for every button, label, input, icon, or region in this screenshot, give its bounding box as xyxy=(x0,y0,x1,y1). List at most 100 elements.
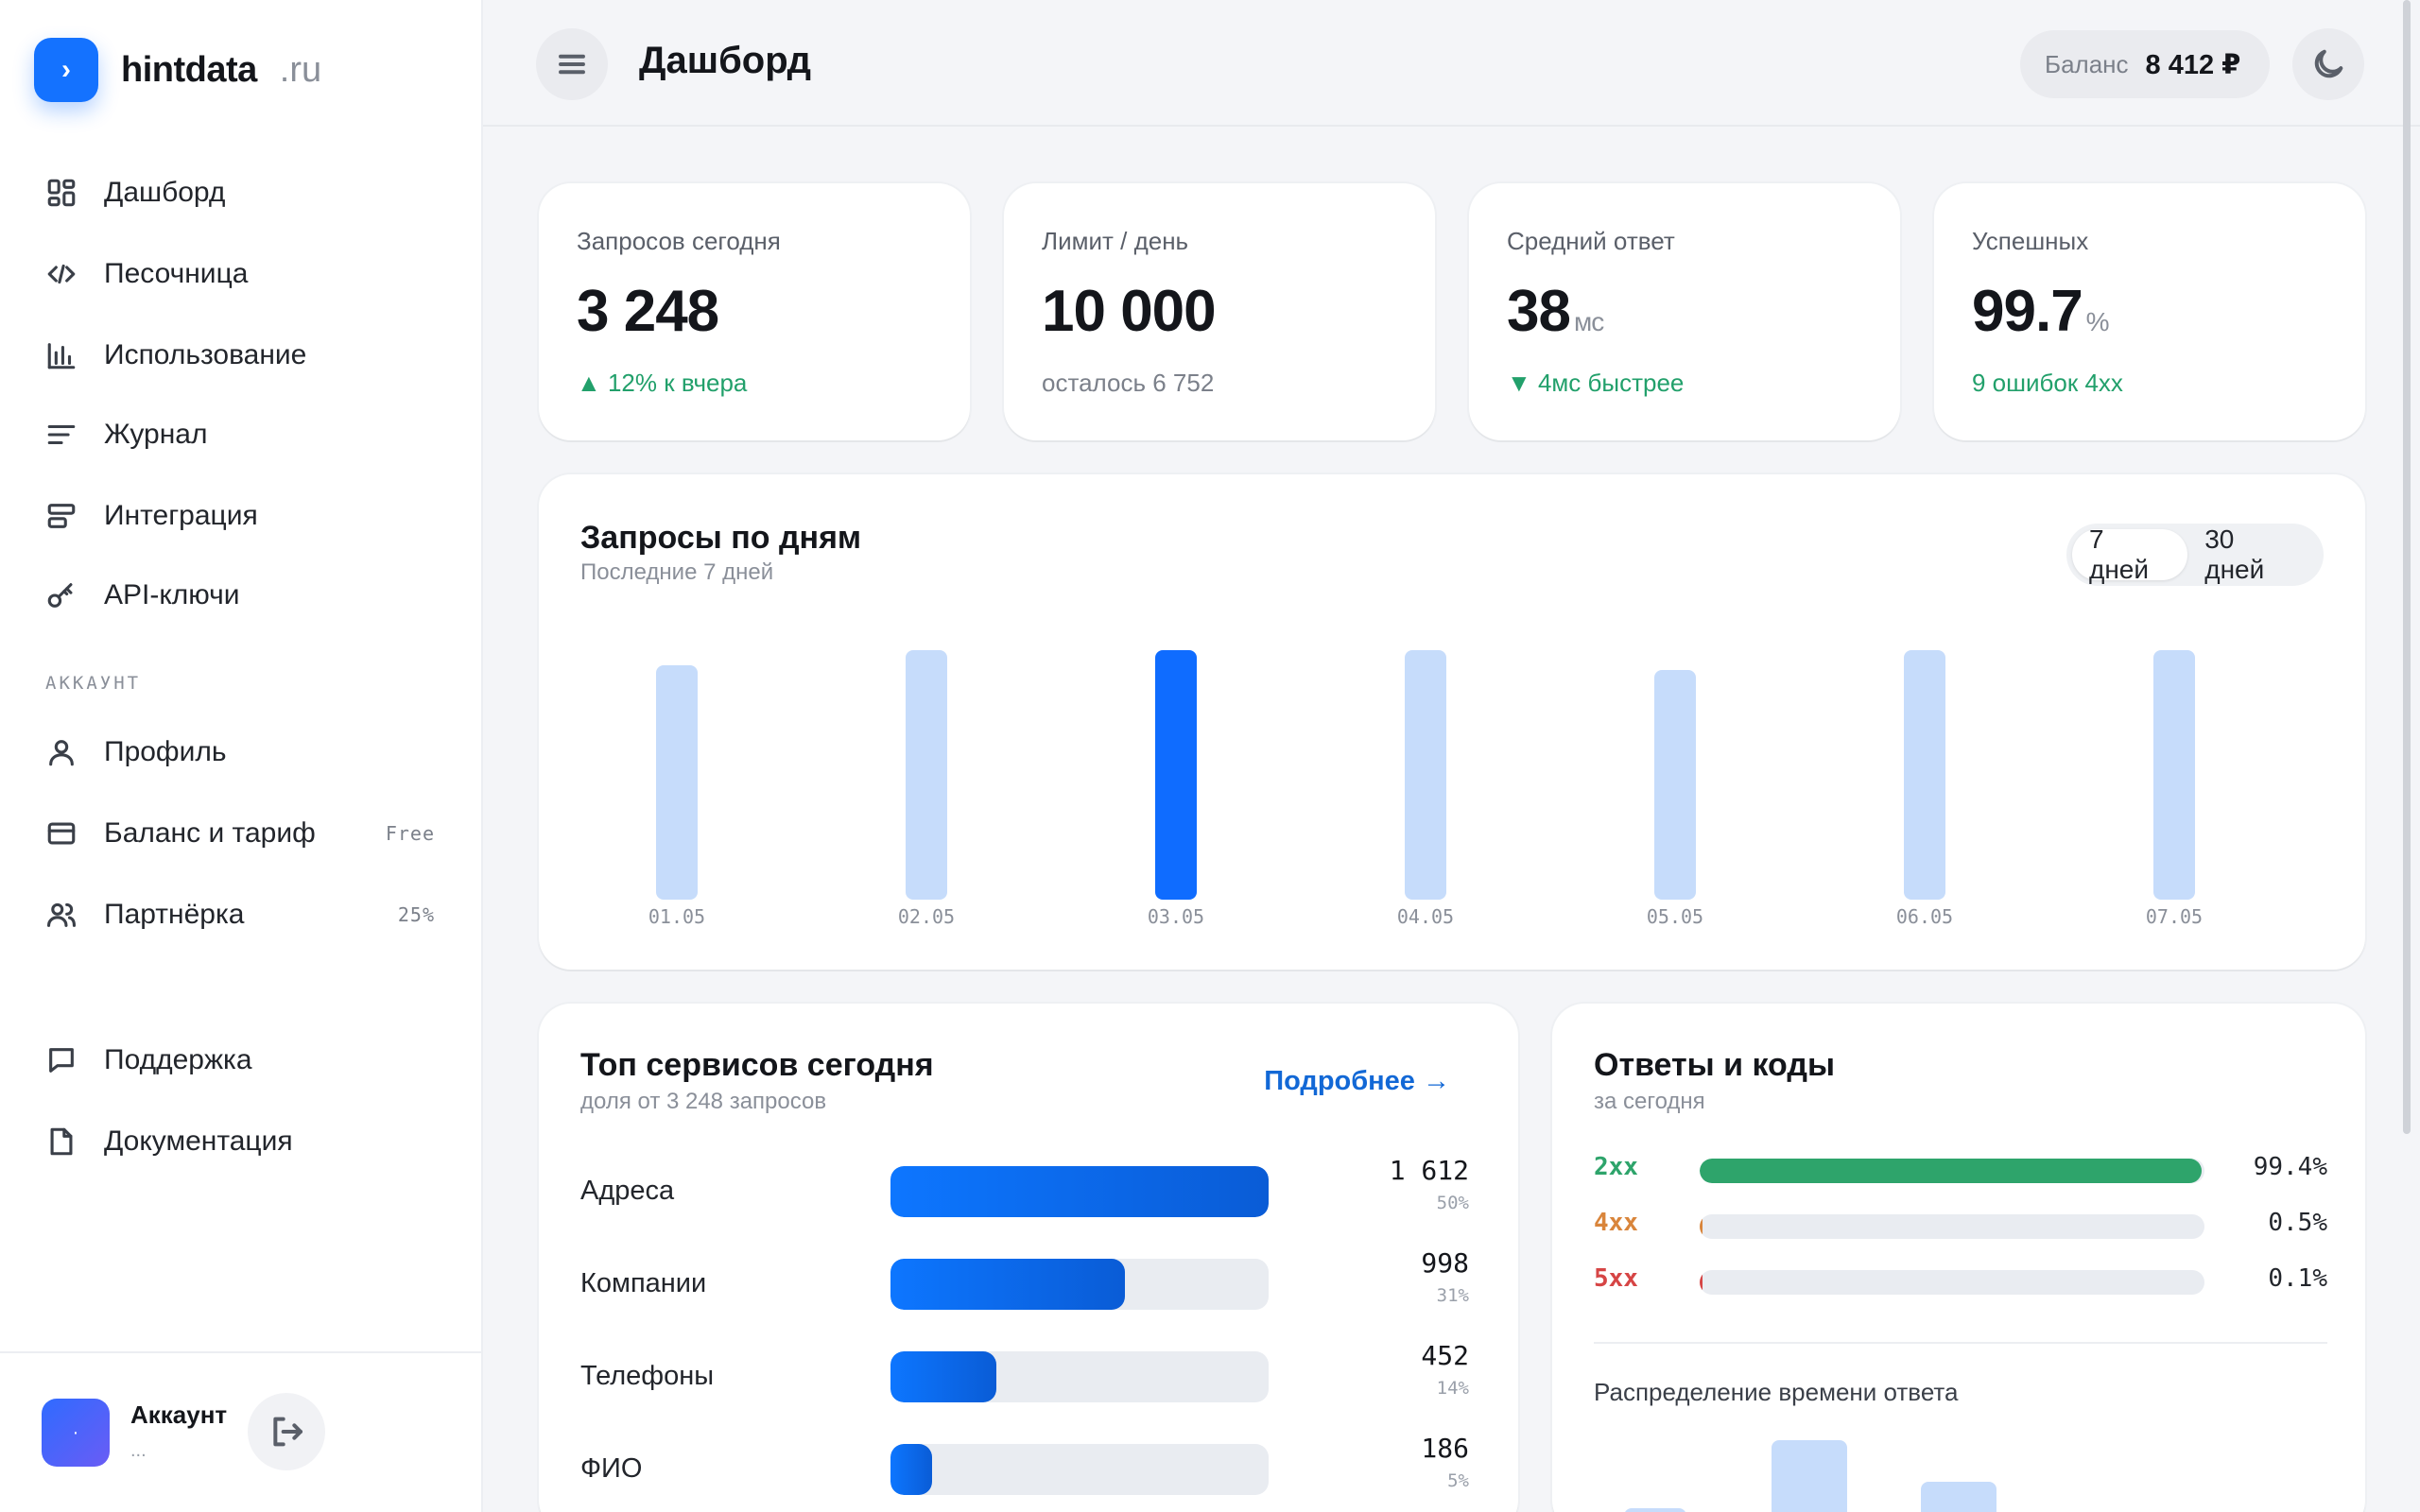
chat-icon xyxy=(45,1044,78,1076)
service-count: 452 xyxy=(1421,1340,1469,1371)
sidebar-item-support[interactable]: Поддержка xyxy=(45,1032,442,1089)
distribution-title: Распределение времени ответа xyxy=(1594,1378,1959,1406)
distribution-bar xyxy=(1921,1482,1996,1512)
service-count: 1 612 xyxy=(1389,1155,1469,1186)
stat-card-avg-response: Средний ответ 38 мс ▼ 4мс быстрее xyxy=(1469,183,1900,440)
service-row[interactable]: Адреса 1 612 50% xyxy=(580,1155,1469,1227)
code-percent: 0.5% xyxy=(2268,1209,2327,1237)
stat-value: 10 000 xyxy=(1042,279,1217,344)
chart-bar[interactable] xyxy=(2153,650,2195,900)
chart-x-tick-label: 01.05 xyxy=(648,905,706,928)
service-row[interactable]: Компании 998 31% xyxy=(580,1247,1469,1319)
page-scrollbar[interactable] xyxy=(2403,0,2411,1134)
sidebar-item-label: Дашборд xyxy=(104,177,226,208)
logo-mark-icon: › xyxy=(34,38,98,102)
service-percent: 14% xyxy=(1436,1378,1469,1399)
chart-bar[interactable] xyxy=(656,665,698,900)
sidebar-item-label: Журнал xyxy=(104,419,208,450)
sidebar-item-api-keys[interactable]: API-ключи xyxy=(45,567,442,624)
menu-toggle-button[interactable] xyxy=(536,28,608,100)
range-7-days-button[interactable]: 7 дней xyxy=(2072,524,2188,584)
chart-bar[interactable] xyxy=(1405,650,1446,900)
chart-x-tick-label: 02.05 xyxy=(897,905,956,928)
code-row-5xx: 5xx 0.1% xyxy=(1594,1263,2327,1300)
brand-name: hintdata xyxy=(121,49,257,90)
sidebar-item-label: Партнёрка xyxy=(104,899,245,930)
sidebar-item-partners[interactable]: Партнёрка 25% xyxy=(45,886,442,943)
sidebar: › hintdata .ru Дашборд Песочница Использ… xyxy=(0,0,483,1512)
service-count: 998 xyxy=(1421,1247,1469,1279)
user-icon xyxy=(45,736,78,768)
range-30-days-button[interactable]: 30 дней xyxy=(2204,524,2265,584)
sidebar-item-docs[interactable]: Документация xyxy=(45,1113,442,1170)
top-header: Дашборд Баланс 8 412 ₽ xyxy=(483,0,2420,127)
sidebar-item-dashboard[interactable]: Дашборд xyxy=(45,164,442,221)
more-details-link[interactable]: Подробнее → xyxy=(1264,1066,1450,1096)
distribution-bar xyxy=(1624,1508,1686,1512)
service-bar-track xyxy=(890,1166,1269,1217)
stat-value: 3 248 xyxy=(577,279,719,344)
partner-percent-badge: 25% xyxy=(397,903,435,926)
code-bar-track xyxy=(1700,1214,2204,1239)
range-toggle: 7 дней 30 дней xyxy=(2066,524,2324,586)
theme-toggle-button[interactable] xyxy=(2292,28,2364,100)
chart-bar[interactable] xyxy=(1654,670,1696,900)
service-row[interactable]: ФИО 186 5% xyxy=(580,1433,1469,1504)
chart-bar[interactable] xyxy=(1904,650,1945,900)
service-name: Телефоны xyxy=(580,1361,715,1391)
account-divider xyxy=(0,1351,483,1353)
service-bar-track xyxy=(890,1351,1269,1402)
logo[interactable]: › hintdata .ru xyxy=(34,38,321,102)
sidebar-item-usage[interactable]: Использование xyxy=(45,327,442,384)
sidebar-item-label: Баланс и тариф xyxy=(104,817,316,849)
chart-bar[interactable] xyxy=(1155,650,1197,900)
code-icon xyxy=(45,258,78,290)
chart-title: Запросы по дням xyxy=(580,520,862,556)
balance-pill[interactable]: Баланс 8 412 ₽ xyxy=(2020,30,2270,98)
sidebar-item-label: Использование xyxy=(104,339,307,370)
code-percent: 99.4% xyxy=(2253,1153,2327,1181)
codes-title: Ответы и коды xyxy=(1594,1047,1835,1083)
sidebar-item-integration[interactable]: Интеграция xyxy=(45,488,442,544)
stat-value: 99.7% xyxy=(1972,279,2110,344)
sidebar-item-label: Документация xyxy=(104,1125,293,1157)
sidebar-item-log[interactable]: Журнал xyxy=(45,406,442,463)
response-codes-card: Ответы и коды за сегодня 2xx 99.4% 4xx 0… xyxy=(1552,1004,2365,1512)
chart-x-tick-label: 06.05 xyxy=(1895,905,1954,928)
sidebar-item-sandbox[interactable]: Песочница xyxy=(45,246,442,302)
key-icon xyxy=(45,579,78,611)
services-subtitle: доля от 3 248 запросов xyxy=(580,1089,827,1114)
logout-button[interactable] xyxy=(248,1393,325,1470)
chart-bar[interactable] xyxy=(906,650,947,900)
service-name: Компании xyxy=(580,1268,707,1298)
sidebar-item-label: Интеграция xyxy=(104,500,258,531)
service-bar-fill xyxy=(890,1351,996,1402)
chart-x-tick-label: 04.05 xyxy=(1396,905,1455,928)
code-row-2xx: 2xx 99.4% xyxy=(1594,1151,2327,1189)
service-bar-fill xyxy=(890,1444,932,1495)
service-row[interactable]: Телефоны 452 14% xyxy=(580,1340,1469,1412)
stat-card-requests-today: Запросов сегодня 3 248 ▲ 12% к вчера xyxy=(539,183,970,440)
stat-value: 38 мс xyxy=(1507,279,1604,344)
plan-badge: Free xyxy=(385,822,435,845)
document-icon xyxy=(45,1125,78,1158)
requests-chart-card: Запросы по дням Последние 7 дней 7 дней … xyxy=(539,474,2365,970)
code-label: 5xx xyxy=(1594,1264,1638,1293)
code-percent: 0.1% xyxy=(2268,1264,2327,1293)
brand-tld: .ru xyxy=(279,49,322,90)
stat-label: Запросов сегодня xyxy=(577,227,781,255)
stat-delta: ▼ 4мс быстрее xyxy=(1507,369,1685,397)
sidebar-item-label: API-ключи xyxy=(104,579,240,610)
avatar[interactable]: · xyxy=(42,1399,110,1467)
stat-card-daily-limit: Лимит / день 10 000 осталось 6 752 xyxy=(1004,183,1435,440)
distribution-bar xyxy=(1772,1440,1847,1512)
sidebar-item-profile[interactable]: Профиль xyxy=(45,724,442,781)
hamburger-icon xyxy=(559,54,585,75)
credit-card-icon xyxy=(45,817,78,850)
service-count: 186 xyxy=(1421,1433,1469,1464)
account-subtitle: ... xyxy=(130,1440,147,1461)
chart-subtitle: Последние 7 дней xyxy=(580,559,774,585)
dashboard-grid-icon xyxy=(45,177,78,209)
sidebar-item-billing[interactable]: Баланс и тариф Free xyxy=(45,805,442,862)
bar-chart-plot xyxy=(580,626,2320,900)
